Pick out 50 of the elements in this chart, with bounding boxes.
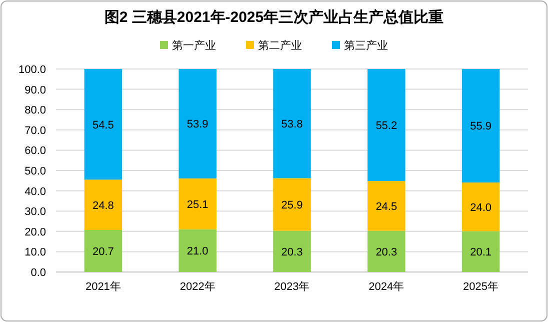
y-tick-label: 30.0 (24, 206, 46, 218)
data-label: 20.3 (281, 246, 303, 258)
x-tick-label: 2024年 (368, 281, 404, 293)
bar (462, 69, 500, 182)
bar (273, 230, 311, 272)
x-tick-label: 2023年 (274, 281, 310, 293)
y-tick-label: 100.0 (18, 64, 46, 76)
data-label: 25.1 (186, 198, 208, 211)
data-label: 24.5 (376, 200, 398, 213)
data-label: 54.5 (92, 119, 114, 132)
bar (368, 69, 406, 182)
y-tick-label: 70.0 (24, 124, 46, 137)
y-tick-label: 40.0 (24, 186, 46, 198)
bar (368, 230, 406, 272)
y-tick-label: 80.0 (24, 104, 46, 117)
bar (84, 230, 122, 272)
data-label: 24.0 (470, 202, 492, 214)
bar (273, 69, 311, 178)
data-label: 55.9 (470, 120, 492, 133)
y-tick-label: 20.0 (24, 226, 46, 238)
data-label: 20.3 (376, 246, 398, 258)
y-tick-label: 10.0 (24, 246, 46, 259)
data-label: 24.8 (92, 200, 114, 212)
legend-label: 第一产业 (172, 39, 216, 52)
y-tick-label: 50.0 (24, 166, 46, 178)
y-tick-label: 0.0 (30, 267, 46, 279)
data-label: 53.9 (186, 118, 208, 131)
data-label: 20.7 (92, 246, 114, 258)
bar (178, 229, 216, 272)
bar (84, 69, 122, 180)
chart-title: 图2 三穗县2021年-2025年三次产业占生产总值比重 (104, 9, 444, 26)
bar (84, 180, 122, 230)
data-label: 53.8 (281, 118, 303, 131)
bar (462, 182, 500, 232)
legend-label: 第三产业 (344, 39, 388, 52)
bar (368, 181, 406, 231)
data-label: 20.1 (470, 246, 492, 259)
data-label: 55.2 (376, 120, 398, 132)
data-label: 25.9 (281, 200, 303, 212)
y-tick-label: 90.0 (24, 84, 46, 96)
legend-label: 第二产业 (258, 39, 302, 52)
data-label: 21.0 (186, 246, 208, 258)
bar (178, 69, 216, 178)
x-tick-label: 2025年 (463, 281, 499, 293)
bar (462, 231, 500, 272)
x-tick-label: 2022年 (180, 281, 216, 293)
y-tick-label: 60.0 (24, 145, 46, 158)
x-tick-label: 2021年 (85, 281, 121, 293)
bar (178, 178, 216, 230)
bar (273, 178, 311, 231)
